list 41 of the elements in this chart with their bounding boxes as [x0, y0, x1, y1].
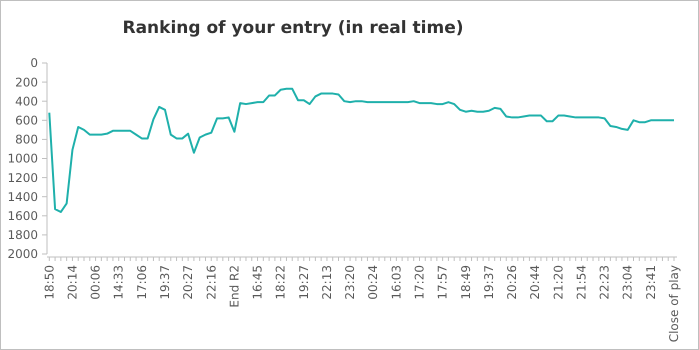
y-tick-label: 2000 [7, 247, 38, 262]
x-tick-label: 17:06 [134, 265, 149, 300]
x-tick-label: 16:45 [250, 265, 265, 300]
x-tick-label: 19:37 [158, 265, 172, 300]
x-tick-label: 17:57 [436, 265, 450, 300]
x-tick-label: End R2 [227, 265, 242, 308]
x-tick-label: 22:16 [204, 265, 218, 300]
x-tick-label: 21:20 [551, 265, 566, 300]
x-tick-label: 22:13 [320, 265, 334, 300]
y-tick-label: 1200 [7, 170, 38, 185]
line-series [48, 88, 675, 213]
y-tick-label: 0 [30, 56, 38, 70]
x-tick-label: 18:22 [274, 265, 288, 300]
x-tick-label: 20:44 [528, 265, 542, 300]
x-tick-label: 00:06 [88, 265, 103, 300]
x-tick-label: 20:14 [65, 265, 80, 300]
x-tick-label: 19:27 [296, 265, 311, 300]
x-tick-label: 16:03 [389, 265, 404, 300]
x-tick-label: 18:50 [42, 265, 56, 300]
x-tick-label: 22:23 [598, 265, 612, 300]
x-tick-label: 23:04 [620, 265, 635, 300]
x-tick-label: 23:20 [343, 265, 358, 300]
chart-title: Ranking of your entry (in real time) [122, 18, 464, 38]
y-tick-label: 1000 [7, 152, 38, 166]
x-tick-label: 18:49 [458, 265, 473, 300]
x-tick-label: 14:33 [112, 265, 126, 300]
y-tick-label: 200 [15, 75, 38, 90]
y-tick-label: 800 [15, 132, 38, 147]
y-tick-label: 600 [15, 114, 38, 128]
x-tick-label: 21:54 [574, 265, 588, 300]
x-tick-label: 23:41 [644, 265, 658, 300]
x-tick-label: 19:37 [482, 265, 496, 300]
x-tick-label: 20:27 [181, 265, 196, 300]
y-tick-label: 1800 [7, 228, 38, 242]
y-tick-label: 1400 [7, 190, 38, 204]
y-tick-label: 400 [15, 94, 38, 108]
x-tick-label: 17:20 [412, 265, 426, 300]
y-tick-label: 1600 [7, 209, 38, 223]
x-tick-label: Close of play [667, 265, 681, 342]
x-tick-label: 00:24 [366, 265, 380, 300]
x-tick-label: 20:26 [505, 265, 520, 300]
